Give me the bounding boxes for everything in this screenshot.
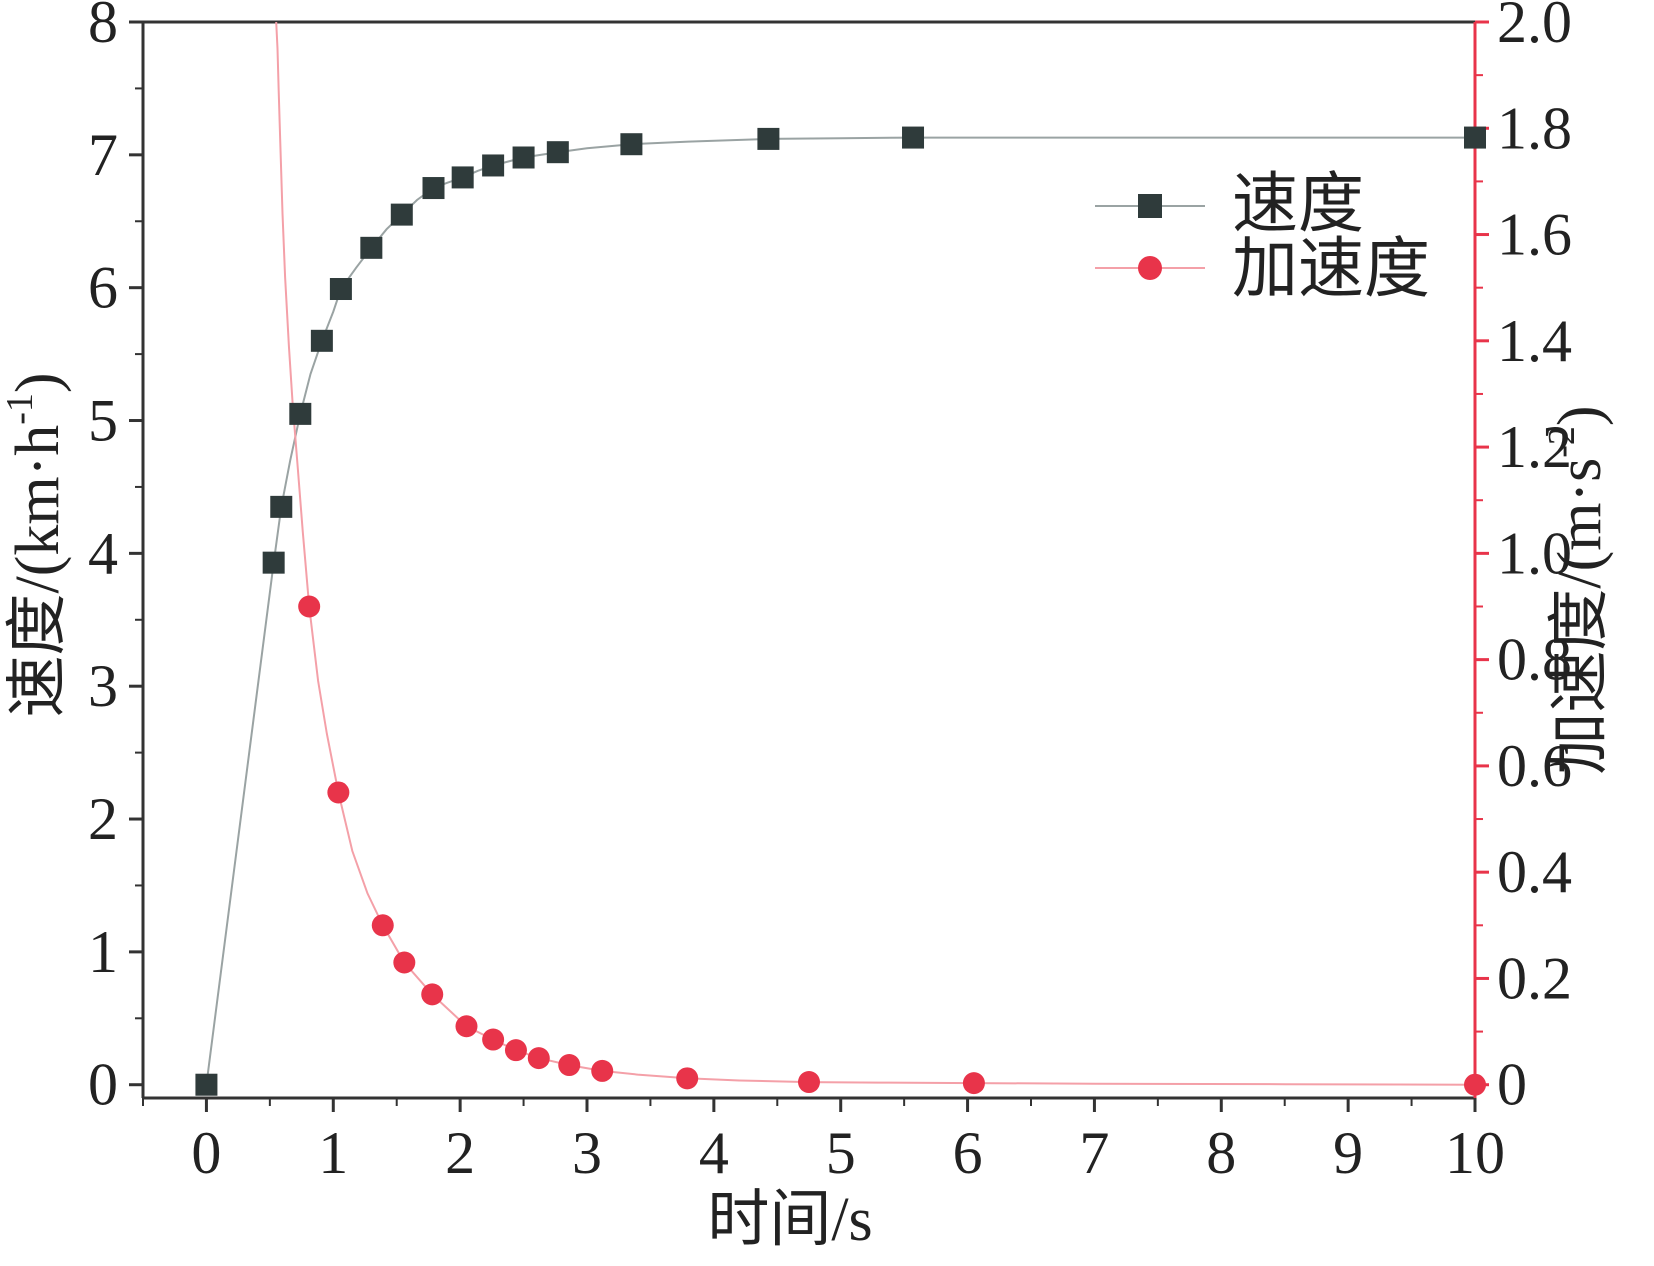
speed-point	[546, 141, 569, 164]
x-tick-label-6: 6	[953, 1120, 983, 1186]
y-left-tick-label-2: 2	[88, 786, 118, 852]
acceleration-point	[371, 914, 394, 937]
legend-speed-label: 速度	[1232, 168, 1364, 241]
y-left-tick-label-6: 6	[88, 255, 118, 321]
x-axis-ticks: 0 1 2 3 4 5 6 7 8 9 10	[142, 1098, 1505, 1186]
legend-speed-marker	[1138, 194, 1162, 218]
acceleration-point	[962, 1072, 985, 1095]
plot-frame	[141, 20, 1477, 1100]
y-right-tick-label-1.2: 1.2	[1497, 414, 1572, 480]
x-tick-label-5: 5	[826, 1120, 856, 1186]
x-tick-label-3: 3	[572, 1120, 602, 1186]
speed-point	[422, 177, 445, 200]
acceleration-point	[298, 595, 321, 618]
y-right-axis-title-main: 加速度/(m·s	[1546, 458, 1614, 775]
y-right-axis-title: 加速度/(m·s-2)	[1541, 405, 1614, 774]
y-right-tick-label-1.4: 1.4	[1497, 308, 1572, 374]
acceleration-point	[455, 1015, 478, 1038]
x-tick-label-7: 7	[1079, 1120, 1109, 1186]
y-left-tick-label-3: 3	[88, 653, 118, 719]
acceleration-point	[421, 983, 444, 1006]
acceleration-point	[798, 1071, 820, 1094]
acceleration-curve	[275, 21, 1476, 1086]
acceleration-point	[558, 1054, 581, 1077]
y-left-axis-title-sup: -1	[0, 393, 41, 425]
y-right-tick-label-0: 0	[1497, 1052, 1527, 1118]
speed-point	[329, 278, 352, 301]
legend-acc-marker	[1138, 256, 1162, 280]
acceleration-point	[591, 1059, 614, 1082]
y-right-tick-label-0.6: 0.6	[1497, 733, 1572, 799]
x-tick-label-1: 1	[318, 1120, 348, 1186]
y-left-axis-title: 速度/(km·h-1)	[0, 372, 72, 717]
y-right-tick-label-2.0: 2.0	[1497, 0, 1572, 55]
y-left-tick-label-5: 5	[88, 388, 118, 454]
speed-point	[390, 203, 413, 226]
legend: 速度 加速度	[1095, 168, 1430, 306]
speed-point	[757, 127, 780, 150]
speed-point	[289, 402, 312, 425]
speed-point	[1464, 126, 1486, 149]
y-right-axis-title-end: )	[1546, 405, 1614, 426]
y-right-tick-label-1.0: 1.0	[1497, 520, 1572, 586]
y-right-axis-title-sup: -2	[1541, 426, 1583, 458]
acceleration-point	[482, 1028, 505, 1051]
speed-point	[451, 166, 474, 189]
y-right-tick-label-1.6: 1.6	[1497, 202, 1572, 268]
speed-point	[270, 495, 293, 518]
acceleration-point	[327, 781, 350, 804]
markers	[195, 126, 1486, 1096]
y-left-axis-title-main: 速度/(km·h	[4, 425, 72, 718]
y-left-tick-label-8: 8	[88, 0, 118, 55]
x-tick-label-2: 2	[445, 1120, 475, 1186]
acceleration-point	[504, 1039, 527, 1062]
x-tick-label-10: 10	[1445, 1120, 1505, 1186]
acceleration-point	[527, 1047, 550, 1070]
x-tick-label-8: 8	[1206, 1120, 1236, 1186]
y-left-tick-label-0: 0	[88, 1052, 118, 1118]
y-left-tick-label-4: 4	[88, 520, 118, 586]
speed-point	[620, 133, 643, 156]
speed-point	[195, 1073, 218, 1096]
y-left-tick-label-7: 7	[88, 122, 118, 188]
x-tick-label-0: 0	[191, 1120, 221, 1186]
acceleration-point	[676, 1067, 699, 1090]
y-right-tick-label-0.4: 0.4	[1497, 839, 1572, 905]
speed-point	[902, 126, 925, 149]
y-left-tick-label-1: 1	[88, 919, 118, 985]
y-left-axis-title-end: )	[4, 372, 72, 393]
speed-point	[482, 154, 505, 177]
y-right-tick-label-0.8: 0.8	[1497, 627, 1572, 693]
speed-point	[360, 236, 383, 259]
y-right-tick-label-1.8: 1.8	[1497, 95, 1572, 161]
y-right-axis-ticks: 0 0.2 0.4 0.6 0.8 1.0 1.2 1.4 1.6 1.8 2.0	[1475, 0, 1572, 1118]
acceleration-point	[1464, 1073, 1486, 1096]
x-tick-label-9: 9	[1333, 1120, 1363, 1186]
speed-point	[310, 329, 333, 352]
acceleration-point	[393, 951, 416, 974]
legend-acc-label: 加速度	[1232, 233, 1430, 306]
speed-point	[512, 146, 535, 169]
y-right-tick-label-0.2: 0.2	[1497, 945, 1572, 1011]
x-axis-title: 时间/s	[707, 1186, 872, 1254]
speed-point	[262, 551, 285, 574]
y-left-axis-ticks: 0 1 2 3 4 5 6 7 8	[88, 0, 143, 1118]
x-tick-label-4: 4	[699, 1120, 729, 1186]
